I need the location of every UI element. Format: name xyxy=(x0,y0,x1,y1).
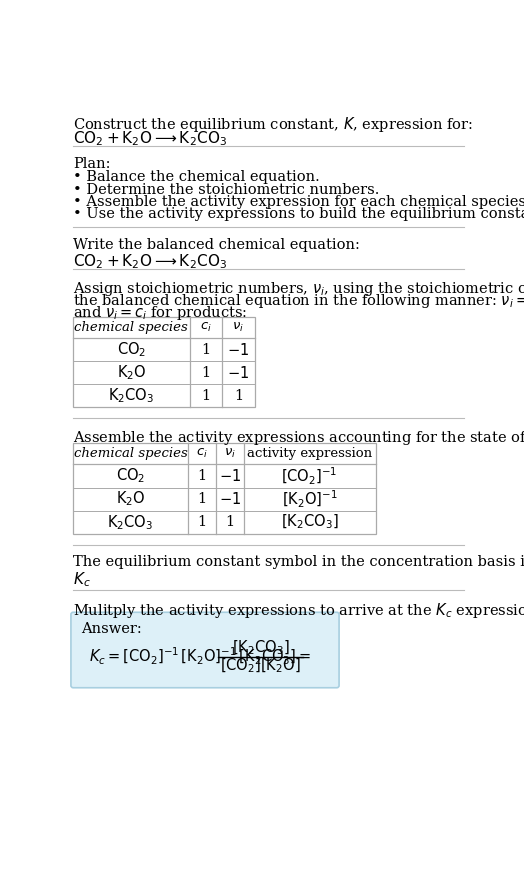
Text: $[\mathrm{K_2CO_3}]$: $[\mathrm{K_2CO_3}]$ xyxy=(232,638,290,657)
Text: $[\mathrm{K_2CO_3}]$: $[\mathrm{K_2CO_3}]$ xyxy=(281,513,339,531)
Text: 1: 1 xyxy=(234,389,243,403)
Text: The equilibrium constant symbol in the concentration basis is:: The equilibrium constant symbol in the c… xyxy=(73,555,524,570)
Text: 1: 1 xyxy=(198,492,206,506)
Text: $\mathrm{CO_2 + K_2O \longrightarrow K_2CO_3}$: $\mathrm{CO_2 + K_2O \longrightarrow K_2… xyxy=(73,129,227,148)
Text: $K_c = [\mathrm{CO_2}]^{-1}\,[\mathrm{K_2O}]^{-1}\,[\mathrm{K_2CO_3}] = $: $K_c = [\mathrm{CO_2}]^{-1}\,[\mathrm{K_… xyxy=(89,647,311,667)
Bar xyxy=(73,317,255,407)
Text: 1: 1 xyxy=(198,515,206,530)
Text: 1: 1 xyxy=(198,469,206,483)
FancyBboxPatch shape xyxy=(71,613,339,688)
Text: chemical species: chemical species xyxy=(74,321,188,334)
Text: $-1$: $-1$ xyxy=(219,468,241,484)
Text: $[\mathrm{CO_2}][\mathrm{K_2O}]$: $[\mathrm{CO_2}][\mathrm{K_2O}]$ xyxy=(221,657,301,675)
Text: 1: 1 xyxy=(201,389,210,403)
Text: $\mathrm{CO_2}$: $\mathrm{CO_2}$ xyxy=(116,467,145,485)
Text: $-1$: $-1$ xyxy=(219,491,241,507)
Text: Write the balanced chemical equation:: Write the balanced chemical equation: xyxy=(73,238,360,252)
Text: • Assemble the activity expression for each chemical species.: • Assemble the activity expression for e… xyxy=(73,195,524,209)
Text: Mulitply the activity expressions to arrive at the $K_c$ expression:: Mulitply the activity expressions to arr… xyxy=(73,601,524,620)
Text: $[\mathrm{K_2O}]^{-1}$: $[\mathrm{K_2O}]^{-1}$ xyxy=(282,488,337,510)
Text: $\mathrm{CO_2 + K_2O \longrightarrow K_2CO_3}$: $\mathrm{CO_2 + K_2O \longrightarrow K_2… xyxy=(73,252,227,271)
Text: 1: 1 xyxy=(225,515,234,530)
Text: activity expression: activity expression xyxy=(247,447,372,460)
Text: $\mathrm{K_2CO_3}$: $\mathrm{K_2CO_3}$ xyxy=(108,387,155,405)
Text: Answer:: Answer: xyxy=(81,622,142,637)
Text: $c_i$: $c_i$ xyxy=(196,447,208,460)
Text: $-1$: $-1$ xyxy=(227,342,249,358)
Text: chemical species: chemical species xyxy=(74,447,188,460)
Text: $\nu_i$: $\nu_i$ xyxy=(232,321,244,334)
Bar xyxy=(73,443,376,534)
Text: $\mathrm{K_2CO_3}$: $\mathrm{K_2CO_3}$ xyxy=(107,513,154,531)
Text: • Balance the chemical equation.: • Balance the chemical equation. xyxy=(73,171,320,184)
Text: $c_i$: $c_i$ xyxy=(200,321,212,334)
Text: $\mathrm{K_2O}$: $\mathrm{K_2O}$ xyxy=(116,489,145,508)
Text: $\mathrm{CO_2}$: $\mathrm{CO_2}$ xyxy=(117,340,146,359)
Text: Plan:: Plan: xyxy=(73,157,111,171)
Text: • Determine the stoichiometric numbers.: • Determine the stoichiometric numbers. xyxy=(73,183,379,196)
Text: and $\nu_i = c_i$ for products:: and $\nu_i = c_i$ for products: xyxy=(73,305,247,322)
Text: $\mathrm{K_2O}$: $\mathrm{K_2O}$ xyxy=(117,363,146,382)
Text: Construct the equilibrium constant, $K$, expression for:: Construct the equilibrium constant, $K$,… xyxy=(73,115,473,134)
Text: Assemble the activity expressions accounting for the state of matter and $\nu_i$: Assemble the activity expressions accoun… xyxy=(73,429,524,447)
Text: the balanced chemical equation in the following manner: $\nu_i = -c_i$ for react: the balanced chemical equation in the fo… xyxy=(73,292,524,310)
Text: Assign stoichiometric numbers, $\nu_i$, using the stoichiometric coefficients, $: Assign stoichiometric numbers, $\nu_i$, … xyxy=(73,280,524,297)
Text: $\nu_i$: $\nu_i$ xyxy=(224,447,236,460)
Text: $[\mathrm{CO_2}]^{-1}$: $[\mathrm{CO_2}]^{-1}$ xyxy=(281,465,338,487)
Text: $-1$: $-1$ xyxy=(227,365,249,380)
Text: 1: 1 xyxy=(201,366,210,380)
Text: • Use the activity expressions to build the equilibrium constant expression.: • Use the activity expressions to build … xyxy=(73,207,524,221)
Text: $K_c$: $K_c$ xyxy=(73,570,91,588)
Text: 1: 1 xyxy=(201,343,210,356)
